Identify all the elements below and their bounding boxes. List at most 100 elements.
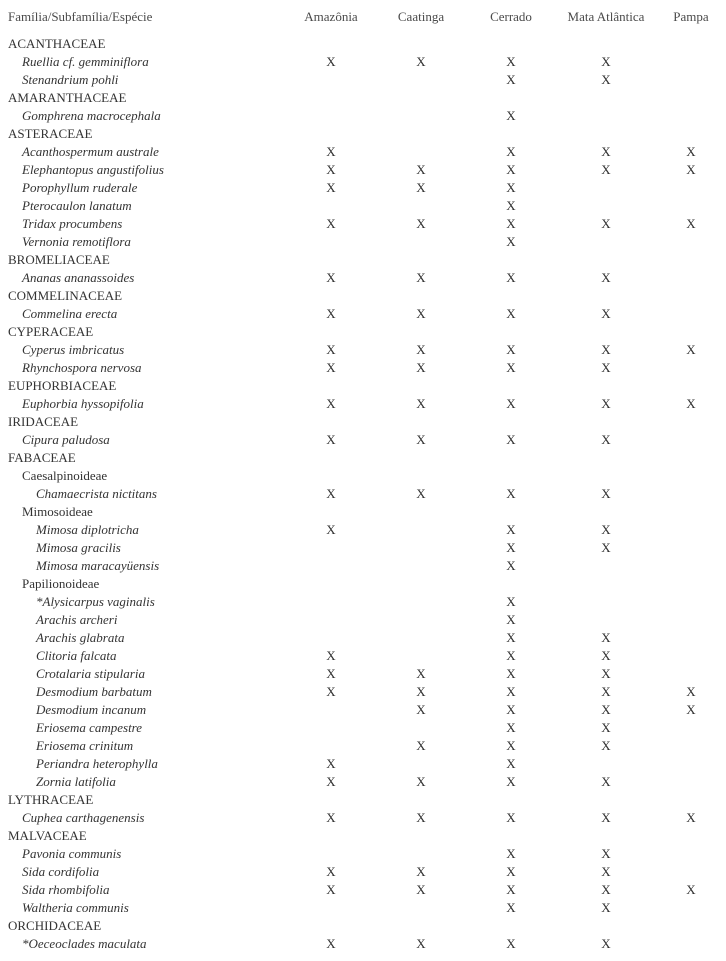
mark-cell	[656, 269, 726, 287]
mark-cell: X	[556, 305, 656, 323]
mark-cell: X	[376, 935, 466, 953]
mark-cell	[466, 467, 556, 485]
mark-cell	[286, 413, 376, 431]
row-label-text: Cipura paludosa	[8, 432, 110, 448]
mark-cell	[286, 251, 376, 269]
mark-cell: X	[466, 683, 556, 701]
mark-cell: X	[556, 359, 656, 377]
row-label: Stenandrium pohli	[6, 71, 286, 89]
mark-cell: X	[466, 521, 556, 539]
mark-cell	[376, 899, 466, 917]
mark-cell: X	[556, 53, 656, 71]
mark-cell	[286, 593, 376, 611]
row-label-text: Rhynchospora nervosa	[8, 360, 142, 376]
mark-cell	[376, 755, 466, 773]
mark-cell	[556, 377, 656, 395]
mark-cell	[656, 935, 726, 953]
mark-cell: X	[286, 215, 376, 233]
row-label: Sida rhombifolia	[6, 881, 286, 899]
row-label: ASTERACEAE	[6, 125, 286, 143]
table-row: Eriosema crinitumXXX	[6, 737, 726, 755]
mark-cell	[656, 719, 726, 737]
table-row: EUPHORBIACEAE	[6, 377, 726, 395]
mark-cell: X	[556, 539, 656, 557]
species-table: Família/Subfamília/Espécie Amazônia Caat…	[6, 8, 726, 953]
table-row: Stenandrium pohliXX	[6, 71, 726, 89]
mark-cell	[376, 647, 466, 665]
mark-cell	[466, 449, 556, 467]
row-label-text: CYPERACEAE	[8, 324, 93, 340]
row-label-text: Acanthospermum australe	[8, 144, 159, 160]
mark-cell	[376, 323, 466, 341]
row-label-text: ASTERACEAE	[8, 126, 93, 142]
row-label: AMARANTHACEAE	[6, 89, 286, 107]
row-label-text: *Oeceoclades maculata	[8, 936, 147, 952]
mark-cell	[286, 845, 376, 863]
mark-cell	[656, 35, 726, 53]
row-label: Gomphrena macrocephala	[6, 107, 286, 125]
mark-cell	[656, 359, 726, 377]
mark-cell	[286, 719, 376, 737]
table-row: Porophyllum ruderaleXXX	[6, 179, 726, 197]
mark-cell	[286, 575, 376, 593]
mark-cell: X	[466, 773, 556, 791]
mark-cell	[286, 899, 376, 917]
row-label-text: Eriosema crinitum	[8, 738, 133, 754]
row-label: Cipura paludosa	[6, 431, 286, 449]
row-label-text: Desmodium incanum	[8, 702, 146, 718]
mark-cell	[466, 35, 556, 53]
mark-cell	[466, 791, 556, 809]
table-row: Tridax procumbensXXXXX	[6, 215, 726, 233]
table-row: Eriosema campestreXX	[6, 719, 726, 737]
row-label: Porophyllum ruderale	[6, 179, 286, 197]
row-label-text: FABACEAE	[8, 450, 76, 466]
mark-cell	[656, 791, 726, 809]
row-label: Desmodium incanum	[6, 701, 286, 719]
table-row: Arachis archeriX	[6, 611, 726, 629]
mark-cell: X	[286, 305, 376, 323]
mark-cell	[656, 539, 726, 557]
mark-cell: X	[466, 233, 556, 251]
mark-cell: X	[376, 359, 466, 377]
row-label-text: Mimosa diplotricha	[8, 522, 139, 538]
row-label-text: Zornia latifolia	[8, 774, 116, 790]
mark-cell	[376, 377, 466, 395]
table-row: Gomphrena macrocephalaX	[6, 107, 726, 125]
mark-cell: X	[376, 179, 466, 197]
table-row: FABACEAE	[6, 449, 726, 467]
mark-cell	[286, 197, 376, 215]
row-label-text: Vernonia remotiflora	[8, 234, 131, 250]
mark-cell	[466, 827, 556, 845]
mark-cell: X	[376, 701, 466, 719]
table-row: Crotalaria stipulariaXXXX	[6, 665, 726, 683]
mark-cell	[556, 35, 656, 53]
mark-cell: X	[466, 269, 556, 287]
mark-cell	[376, 593, 466, 611]
table-row: *Alysicarpus vaginalisX	[6, 593, 726, 611]
mark-cell: X	[466, 395, 556, 413]
mark-cell: X	[466, 845, 556, 863]
mark-cell	[656, 53, 726, 71]
mark-cell: X	[466, 809, 556, 827]
table-row: MALVACEAE	[6, 827, 726, 845]
table-row: Commelina erectaXXXX	[6, 305, 726, 323]
mark-cell: X	[466, 593, 556, 611]
table-row: *Oeceoclades maculataXXXX	[6, 935, 726, 953]
mark-cell: X	[376, 683, 466, 701]
row-label-text: Stenandrium pohli	[8, 72, 118, 88]
row-label-text: Waltheria communis	[8, 900, 129, 916]
mark-cell	[286, 377, 376, 395]
header-row: Família/Subfamília/Espécie Amazônia Caat…	[6, 8, 726, 35]
table-row: Chamaecrista nictitansXXXX	[6, 485, 726, 503]
mark-cell: X	[286, 665, 376, 683]
row-label-text: LYTHRACEAE	[8, 792, 93, 808]
mark-cell	[656, 125, 726, 143]
row-label: Chamaecrista nictitans	[6, 485, 286, 503]
mark-cell	[286, 629, 376, 647]
mark-cell: X	[466, 899, 556, 917]
mark-cell: X	[656, 161, 726, 179]
table-row: ASTERACEAE	[6, 125, 726, 143]
row-label: Zornia latifolia	[6, 773, 286, 791]
table-row: Sida rhombifoliaXXXXX	[6, 881, 726, 899]
table-row: Mimosa maracayüensisX	[6, 557, 726, 575]
